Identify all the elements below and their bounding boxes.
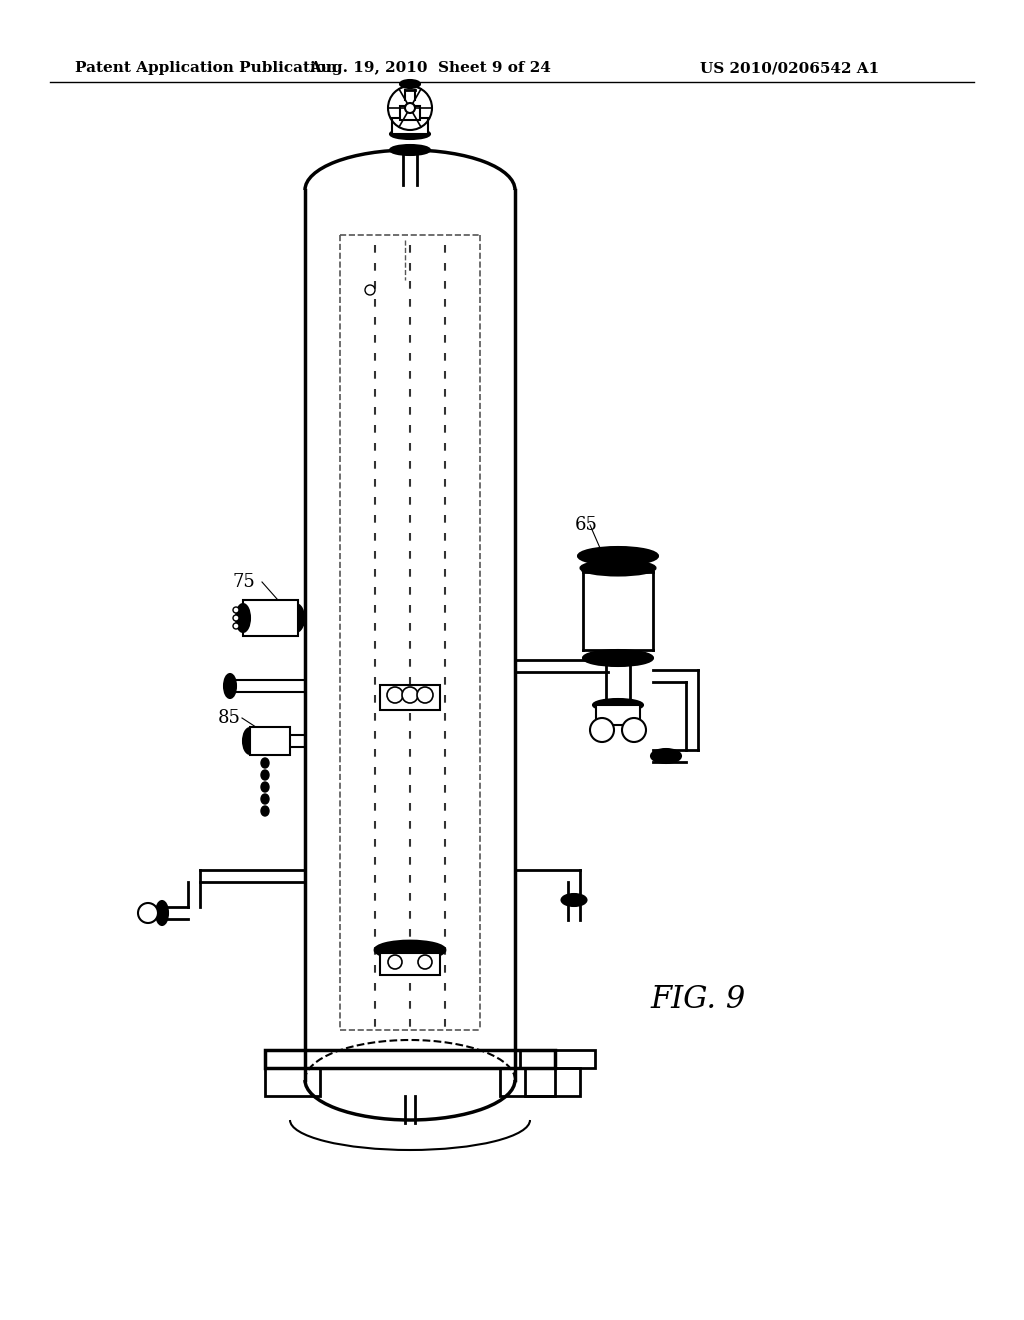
Bar	[392, 117, 428, 135]
Ellipse shape	[261, 795, 269, 804]
Ellipse shape	[583, 649, 653, 667]
Circle shape	[233, 615, 239, 620]
Ellipse shape	[261, 781, 269, 792]
Circle shape	[418, 954, 432, 969]
Bar	[520, 1049, 595, 1068]
Text: Aug. 19, 2010  Sheet 9 of 24: Aug. 19, 2010 Sheet 9 of 24	[309, 61, 551, 75]
Ellipse shape	[243, 729, 257, 754]
Ellipse shape	[581, 561, 655, 576]
Ellipse shape	[400, 81, 420, 88]
Ellipse shape	[561, 894, 587, 906]
Ellipse shape	[390, 145, 430, 154]
Text: Patent Application Publication: Patent Application Publication	[75, 61, 337, 75]
Ellipse shape	[224, 675, 236, 698]
Bar	[380, 953, 440, 975]
Bar	[596, 705, 640, 725]
Ellipse shape	[593, 700, 643, 711]
Bar	[243, 601, 298, 636]
Bar	[500, 1068, 555, 1096]
Circle shape	[138, 903, 158, 923]
Circle shape	[406, 103, 415, 114]
Circle shape	[417, 686, 433, 704]
Ellipse shape	[273, 729, 287, 754]
Text: 65: 65	[575, 516, 598, 535]
Ellipse shape	[236, 605, 250, 632]
Bar	[265, 1068, 319, 1096]
Circle shape	[590, 718, 614, 742]
Circle shape	[233, 623, 239, 630]
Bar	[400, 106, 420, 120]
Ellipse shape	[578, 546, 658, 565]
Ellipse shape	[261, 758, 269, 768]
Ellipse shape	[375, 941, 445, 960]
Circle shape	[622, 718, 646, 742]
Bar	[525, 1068, 580, 1096]
Text: 85: 85	[218, 709, 241, 727]
Ellipse shape	[390, 129, 430, 139]
Circle shape	[233, 607, 239, 612]
Bar	[380, 685, 440, 710]
Bar	[265, 1049, 555, 1068]
Circle shape	[402, 686, 418, 704]
Bar	[250, 727, 290, 755]
Ellipse shape	[288, 605, 304, 632]
Text: FIG. 9: FIG. 9	[650, 985, 745, 1015]
Ellipse shape	[156, 902, 168, 925]
Circle shape	[387, 686, 403, 704]
Ellipse shape	[651, 748, 681, 763]
Text: 75: 75	[232, 573, 255, 591]
Text: US 2010/0206542 A1: US 2010/0206542 A1	[700, 61, 880, 75]
Circle shape	[388, 954, 402, 969]
Ellipse shape	[261, 807, 269, 816]
Ellipse shape	[261, 770, 269, 780]
